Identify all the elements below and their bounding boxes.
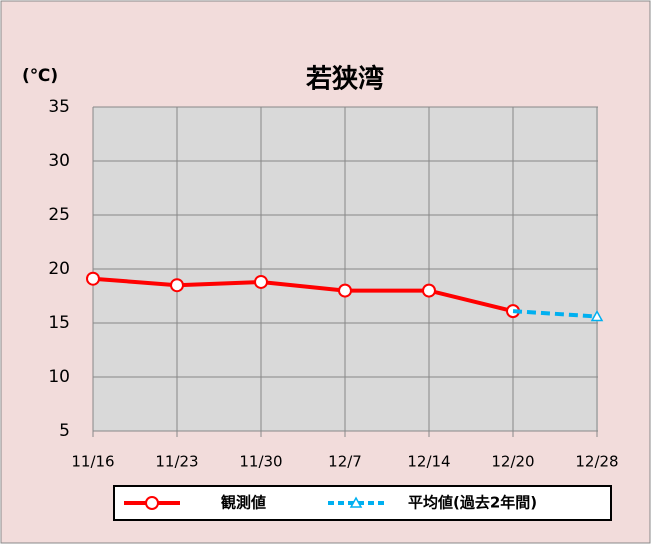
x-tick-label: 12/14 — [407, 453, 450, 471]
series-line — [92, 276, 514, 314]
y-tick-label: 10 — [48, 367, 70, 387]
y-tick-label: 25 — [48, 205, 70, 225]
x-tick-label: 12/7 — [328, 453, 362, 471]
x-tick-label: 11/16 — [71, 453, 114, 471]
x-tick-label: 11/23 — [155, 453, 198, 471]
marker — [349, 496, 363, 508]
x-tick-label: 11/30 — [239, 453, 282, 471]
x-tick-label: 12/28 — [575, 453, 618, 471]
marker — [422, 283, 436, 298]
y-tick-label: 20 — [48, 259, 70, 279]
legend-label: 平均値(過去2年間) — [408, 494, 537, 512]
series-line — [512, 309, 598, 319]
y-tick-label: 5 — [59, 421, 70, 441]
legend-label: 観測値 — [221, 494, 266, 512]
marker — [590, 309, 604, 322]
marker — [145, 496, 159, 510]
y-tick-label: 35 — [48, 97, 70, 117]
marker — [254, 274, 268, 289]
y-tick-label: 15 — [48, 313, 70, 333]
marker — [86, 271, 100, 286]
y-tick-label: 30 — [48, 151, 70, 171]
y-axis-label: (℃) — [22, 66, 58, 86]
marker — [170, 278, 184, 293]
chart-title: 若狭湾 — [306, 64, 384, 95]
x-tick-label: 12/20 — [491, 453, 534, 471]
marker — [338, 283, 352, 298]
